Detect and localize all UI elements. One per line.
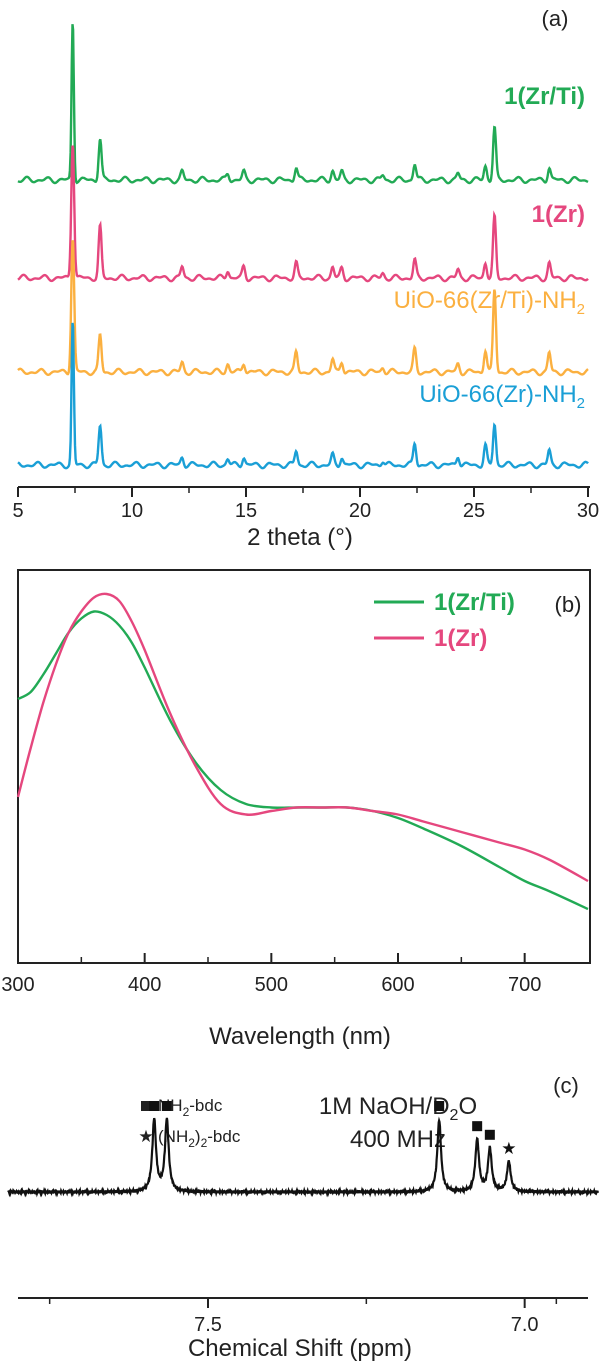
xrd-series-label-3: UiO-66(Zr/Ti)-NH2 [394, 287, 585, 318]
legend-label-nh2-bdc: NH2-bdc [158, 1096, 223, 1119]
x-tick-label: 7.0 [511, 1314, 539, 1336]
uvvis-legend: 1(Zr/Ti) 1(Zr) [374, 589, 515, 652]
x-tick-label: 700 [508, 974, 541, 996]
xrd-series-label-1: 1(Zr/Ti) [504, 83, 585, 110]
nmr-trace [7, 1116, 600, 1198]
peak-marker-square [484, 1129, 495, 1140]
x-tick-label: 25 [463, 500, 485, 522]
xrd-series-label-4: UiO-66(Zr)-NH2 [419, 381, 585, 412]
x-axis-chemical-shift: 7.5 7.0 [18, 1297, 588, 1336]
xrd-trace-1 [17, 24, 589, 185]
xrd-trace-4 [17, 322, 589, 470]
peak-marker-square [434, 1101, 445, 1111]
x-tick-label: 7.5 [194, 1314, 222, 1336]
legend-label-2: 1(Zr) [434, 625, 487, 652]
legend-label-1: 1(Zr/Ti) [434, 589, 515, 616]
nmr-frequency: 400 MHz [350, 1126, 446, 1153]
xrd-series-labels: 1(Zr/Ti) 1(Zr) UiO-66(Zr/Ti)-NH2 UiO-66(Zr)… [394, 83, 585, 412]
legend-label-nh2-2-bdc: (NH2)2-bdc [158, 1127, 241, 1150]
legend-star-marker: ★ [138, 1127, 153, 1146]
x-axis-wavelength: 300 400 500 600 700 [1, 953, 541, 996]
peak-marker-star: ★ [501, 1139, 516, 1158]
nmr-spectrum-line [7, 1116, 600, 1198]
x-axis-label-2theta: 2 theta (°) [247, 524, 353, 551]
peak-marker-square [161, 1101, 172, 1111]
x-tick-label: 600 [381, 974, 414, 996]
nmr-peak-markers: ★ [149, 1101, 516, 1158]
x-axis-2theta: 5 10 15 20 25 30 [12, 486, 599, 522]
uvvis-traces [16, 592, 589, 911]
legend-square-marker [141, 1101, 151, 1111]
nmr-legend: NH2-bdc ★ (NH2)2-bdc [138, 1096, 240, 1150]
panel-label-a: (a) [542, 6, 569, 31]
peak-marker-square [472, 1121, 483, 1132]
xrd-trace-3 [17, 240, 589, 377]
x-tick-label: 30 [577, 500, 599, 522]
panel-label-c: (c) [553, 1073, 579, 1098]
uvvis-frame [17, 569, 591, 964]
panel-b-uvvis: 1(Zr/Ti) 1(Zr) (b) 300 400 500 600 700 Wavele… [1, 569, 591, 1050]
x-tick-label: 400 [128, 974, 161, 996]
nmr-solvent: 1M NaOH/D2O [319, 1093, 477, 1124]
x-axis-label-chemical-shift: Chemical Shift (ppm) [188, 1335, 412, 1362]
x-tick-label: 10 [121, 500, 143, 522]
x-tick-label: 20 [349, 500, 371, 522]
x-tick-label: 300 [1, 974, 34, 996]
x-axis-label-wavelength: Wavelength (nm) [209, 1023, 391, 1050]
xrd-traces [17, 24, 589, 470]
peak-marker-square [149, 1101, 160, 1111]
panel-a-xrd: (a) 1(Zr/Ti) 1(Zr) UiO-66(Zr/Ti)-NH2 UiO-66… [12, 6, 599, 551]
uvvis-trace-2 [16, 592, 589, 883]
xrd-trace-2 [17, 145, 589, 283]
x-tick-label: 500 [255, 974, 288, 996]
uvvis-trace-1 [17, 610, 589, 911]
xrd-series-label-2: 1(Zr) [532, 201, 585, 228]
x-tick-label: 5 [12, 500, 23, 522]
panel-label-b: (b) [555, 592, 582, 617]
x-tick-label: 15 [235, 500, 257, 522]
